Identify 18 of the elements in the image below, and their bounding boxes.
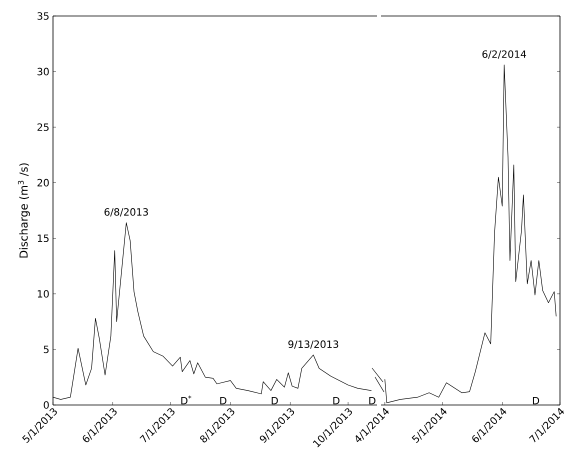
- annotation: D: [272, 397, 278, 404]
- annotation: 6/2/2014: [482, 50, 526, 59]
- y-tick-label: 5: [44, 346, 49, 354]
- y-axis-title: Discharge (m$^{3}$ /s): [18, 163, 30, 258]
- y-tick-label: 0: [44, 401, 49, 409]
- annotation: D: [220, 397, 226, 404]
- annotation: 9/13/2013: [288, 340, 338, 349]
- y-tick-label: 25: [37, 123, 49, 131]
- annotation: D$^{*}$: [181, 395, 192, 404]
- y-tick-label: 15: [38, 234, 49, 242]
- annotation: D: [369, 397, 376, 404]
- y-tick-label: 20: [37, 178, 49, 186]
- y-tick-label: 30: [38, 68, 49, 76]
- annotation: D: [532, 397, 540, 404]
- y-tick-label: 35: [38, 12, 49, 20]
- annotation: 6/8/2013: [104, 208, 148, 217]
- y-tick-label: 10: [38, 290, 49, 298]
- annotation: D: [333, 397, 340, 404]
